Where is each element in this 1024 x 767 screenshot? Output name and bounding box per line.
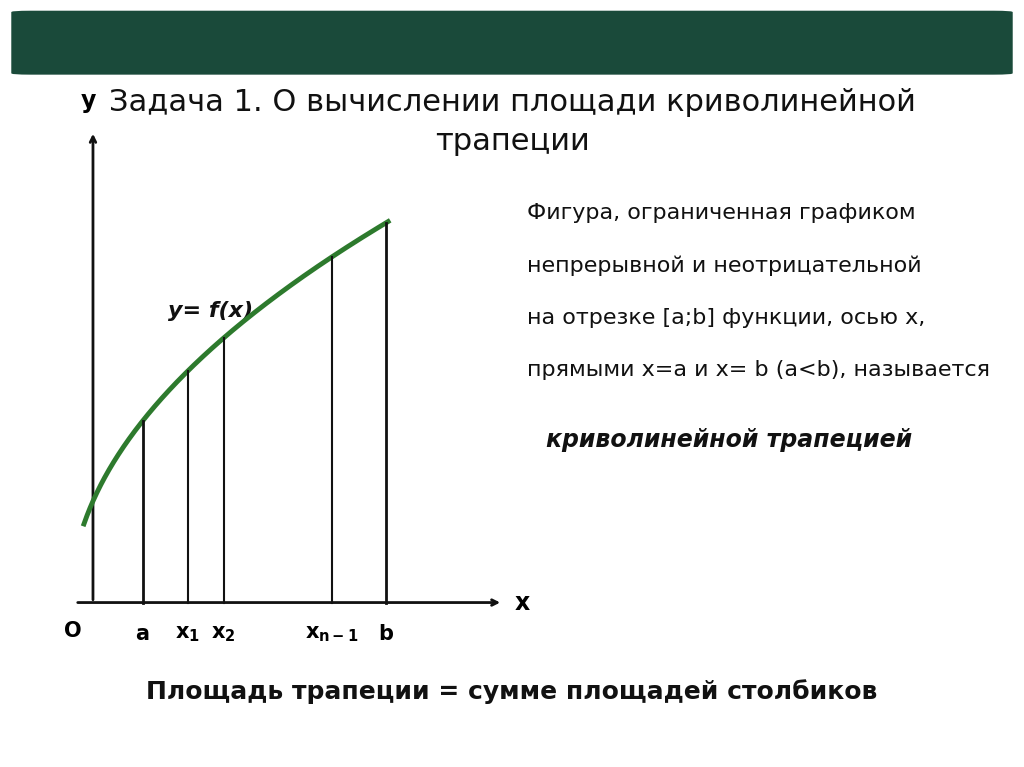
Text: Задача 1. О вычислении площади криволинейной: Задача 1. О вычислении площади криволине… [109, 88, 915, 117]
FancyBboxPatch shape [10, 10, 1014, 76]
Text: $\mathbf{x_{n-1}}$: $\mathbf{x_{n-1}}$ [305, 624, 358, 644]
Text: трапеции: трапеции [434, 127, 590, 156]
Text: O: O [63, 621, 82, 640]
Text: b: b [378, 624, 393, 644]
Text: Площадь трапеции = сумме площадей столбиков: Площадь трапеции = сумме площадей столби… [146, 679, 878, 703]
Text: $\mathbf{x_1}$: $\mathbf{x_1}$ [175, 624, 200, 644]
Text: x: x [514, 591, 529, 614]
Text: $\mathbf{x_2}$: $\mathbf{x_2}$ [211, 624, 236, 644]
Text: прямыми x=a и x= b (a<b), называется: прямыми x=a и x= b (a<b), называется [527, 360, 990, 380]
Text: непрерывной и неотрицательной: непрерывной и неотрицательной [527, 255, 922, 276]
Text: на отрезке [a;b] функции, осью x,: на отрезке [a;b] функции, осью x, [527, 308, 926, 328]
Text: криволинейной трапецией: криволинейной трапецией [546, 427, 912, 452]
Text: Фигура, ограниченная графиком: Фигура, ограниченная графиком [527, 203, 916, 223]
Text: y= f(x): y= f(x) [168, 301, 253, 321]
Text: y: y [81, 89, 96, 113]
Text: a: a [135, 624, 150, 644]
